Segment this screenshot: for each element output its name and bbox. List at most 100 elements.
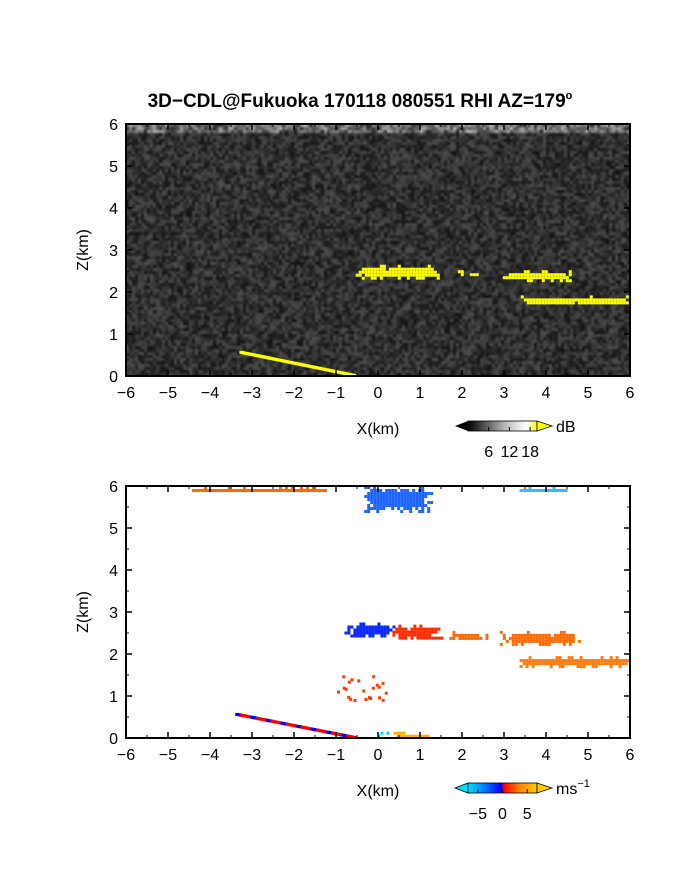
top-feature-pixel xyxy=(385,270,389,274)
top-ytick-label: 4 xyxy=(109,201,118,218)
bottom-feature-pixel xyxy=(397,501,401,504)
bottom-feature-pixel xyxy=(403,507,407,510)
bottom-scatter-pixel xyxy=(337,690,340,694)
bottom-feature-pixel xyxy=(370,492,374,495)
bottom-feature-pixel xyxy=(452,636,456,640)
bottom-feature-pixel xyxy=(419,624,423,628)
bottom-feature-pixel xyxy=(382,507,386,510)
bottom-feature-pixel xyxy=(421,507,425,510)
bottom-feature-pixel xyxy=(567,656,571,660)
bottom-feature-pixel xyxy=(570,662,574,666)
bottom-feature-pixel xyxy=(367,498,371,501)
top-feature-pixel xyxy=(550,279,554,283)
top-feature-pixel xyxy=(379,270,383,274)
bottom-feature-pixel xyxy=(400,510,404,513)
bottom-feature-pixel xyxy=(425,630,429,634)
top-feature-pixel xyxy=(418,276,422,280)
top-feature-pixel xyxy=(475,273,479,277)
top-feature-pixel xyxy=(541,276,545,280)
bottom-feature-pixel xyxy=(559,639,563,643)
top-feature-pixel xyxy=(391,270,395,274)
bottom-feature-pixel xyxy=(306,489,309,492)
bottom-feature-pixel xyxy=(386,631,390,635)
bottom-ytick-label: 2 xyxy=(109,647,118,664)
bottom-feature-pixel xyxy=(379,492,383,495)
bottom-feature-pixel xyxy=(243,486,246,489)
bottom-feature-pixel xyxy=(385,492,389,495)
bottom-feature-pixel xyxy=(409,492,413,495)
bottom-feature-pixel xyxy=(416,630,420,634)
bottom-feature-pixel xyxy=(401,627,405,631)
top-feature-pixel xyxy=(526,298,530,302)
top-feature-pixel xyxy=(406,273,410,277)
bottom-feature-pixel xyxy=(440,636,444,640)
top-feature-pixel xyxy=(400,270,404,274)
bottom-feature-pixel xyxy=(428,633,432,637)
bottom-feature-pixel xyxy=(529,639,533,643)
bottom-feature-pixel xyxy=(434,627,438,631)
bottom-feature-pixel xyxy=(461,636,465,640)
bottom-feature-pixel xyxy=(385,495,389,498)
top-feature-pixel xyxy=(418,267,422,271)
top-feature-pixel xyxy=(433,273,437,277)
top-xtick-label: −6 xyxy=(117,385,135,402)
bottom-feature-pixel xyxy=(371,628,375,632)
bottom-feature-pixel xyxy=(312,489,315,492)
top-xtick-label: 3 xyxy=(500,385,509,402)
top-feature-pixel xyxy=(502,276,506,280)
top-xtick-label: −2 xyxy=(285,385,303,402)
bottom-feature-pixel xyxy=(547,639,551,643)
bottom-feature-pixel xyxy=(600,662,604,666)
bottom-feature-pixel xyxy=(394,498,398,501)
bottom-feature-pixel xyxy=(452,633,456,637)
top-feature-pixel xyxy=(544,276,548,280)
top-feature-pixel xyxy=(361,276,365,280)
bottom-feature-pixel xyxy=(615,662,619,666)
bottom-feature-pixel xyxy=(394,492,398,495)
bottom-feature-pixel xyxy=(556,636,560,640)
bottom-feature-pixel xyxy=(373,492,377,495)
bottom-feature-pixel xyxy=(567,662,571,666)
bottom-feature-pixel xyxy=(391,489,395,492)
top-feature-pixel xyxy=(364,267,368,271)
db-colorbar-ramp xyxy=(467,420,538,432)
top-feature-pixel xyxy=(403,270,407,274)
bottom-feature-pixel xyxy=(367,495,371,498)
bottom-feature-pixel xyxy=(373,501,377,504)
top-feature-pixel xyxy=(400,273,404,277)
bottom-scatter-pixel xyxy=(378,696,381,700)
bottom-feature-pixel xyxy=(425,636,429,640)
top-feature-pixel xyxy=(508,273,512,277)
bottom-feature-pixel xyxy=(373,495,377,498)
bottom-feature-pixel xyxy=(426,734,430,738)
bottom-feature-pixel xyxy=(373,504,377,507)
bottom-scatter-pixel xyxy=(362,689,366,693)
top-feature-pixel xyxy=(523,270,527,274)
bottom-feature-pixel xyxy=(535,639,539,643)
bottom-feature-pixel xyxy=(379,504,383,507)
top-feature-pixel xyxy=(361,267,365,271)
bottom-feature-pixel xyxy=(519,659,523,663)
top-feature-pixel xyxy=(562,276,566,280)
top-feature-pixel xyxy=(553,298,557,302)
bottom-feature-pixel xyxy=(403,504,407,507)
bottom-feature-pixel xyxy=(359,631,363,635)
top-feature-pixel xyxy=(568,270,572,274)
bottom-feature-pixel xyxy=(547,642,551,646)
bottom-scatter-pixel xyxy=(344,687,348,691)
top-feature-pixel xyxy=(565,301,569,305)
bottom-feature-pixel xyxy=(344,631,348,635)
bottom-feature-pixel xyxy=(410,627,414,631)
bottom-feature-pixel xyxy=(413,633,417,637)
bottom-feature-pixel xyxy=(485,636,489,640)
bottom-feature-pixel xyxy=(410,630,414,634)
bottom-feature-pixel xyxy=(373,507,377,510)
bottom-feature-pixel xyxy=(362,625,366,629)
bottom-xtick-label: −3 xyxy=(243,747,261,764)
bottom-feature-pixel xyxy=(421,510,425,513)
bottom-feature-pixel xyxy=(377,631,381,635)
top-feature-pixel xyxy=(532,301,536,305)
bottom-feature-pixel xyxy=(416,627,420,631)
top-feature-pixel xyxy=(610,301,614,305)
